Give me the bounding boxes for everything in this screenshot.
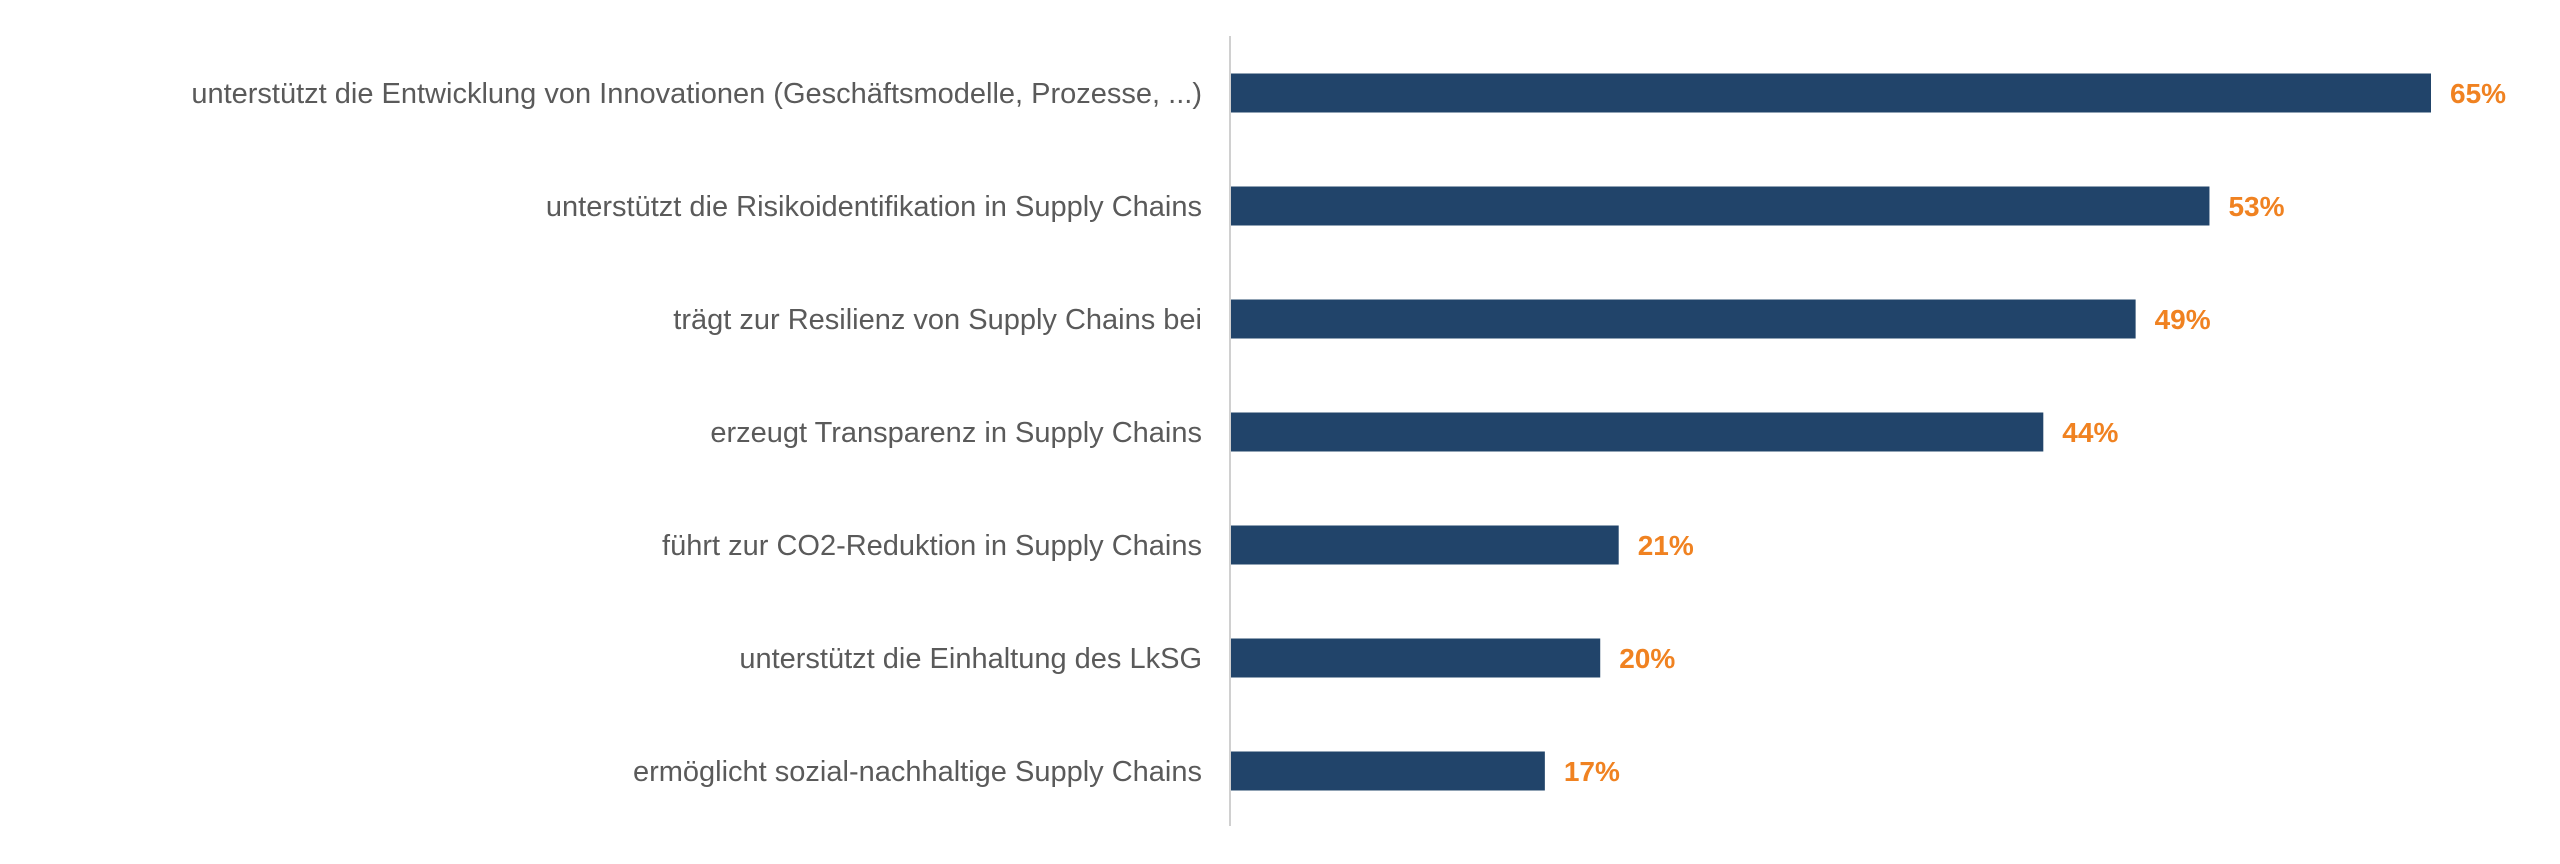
value-label: 20%	[1619, 643, 1675, 674]
bar	[1231, 412, 2044, 452]
bar	[1231, 73, 2431, 113]
value-label: 17%	[1564, 756, 1620, 787]
value-label: 53%	[2228, 191, 2284, 222]
bar	[1231, 638, 1601, 678]
category-label: unterstützt die Entwicklung von Innovati…	[191, 78, 1202, 110]
category-label: unterstützt die Risikoidentifikation in …	[546, 191, 1202, 223]
category-label: führt zur CO2-Reduktion in Supply Chains	[662, 530, 1202, 562]
category-label: erzeugt Transparenz in Supply Chains	[710, 417, 1202, 449]
value-label: 65%	[2450, 78, 2506, 109]
value-label: 49%	[2155, 304, 2211, 335]
category-label: trägt zur Resilienz von Supply Chains be…	[673, 304, 1202, 336]
bar	[1231, 299, 2136, 339]
category-label: ermöglicht sozial-nachhaltige Supply Cha…	[633, 756, 1202, 788]
bar	[1231, 751, 1545, 791]
bar	[1231, 525, 1619, 565]
value-label: 44%	[2062, 417, 2118, 448]
value-label: 21%	[1638, 530, 1694, 561]
category-label: unterstützt die Einhaltung des LkSG	[739, 643, 1202, 675]
bar	[1231, 186, 2210, 226]
